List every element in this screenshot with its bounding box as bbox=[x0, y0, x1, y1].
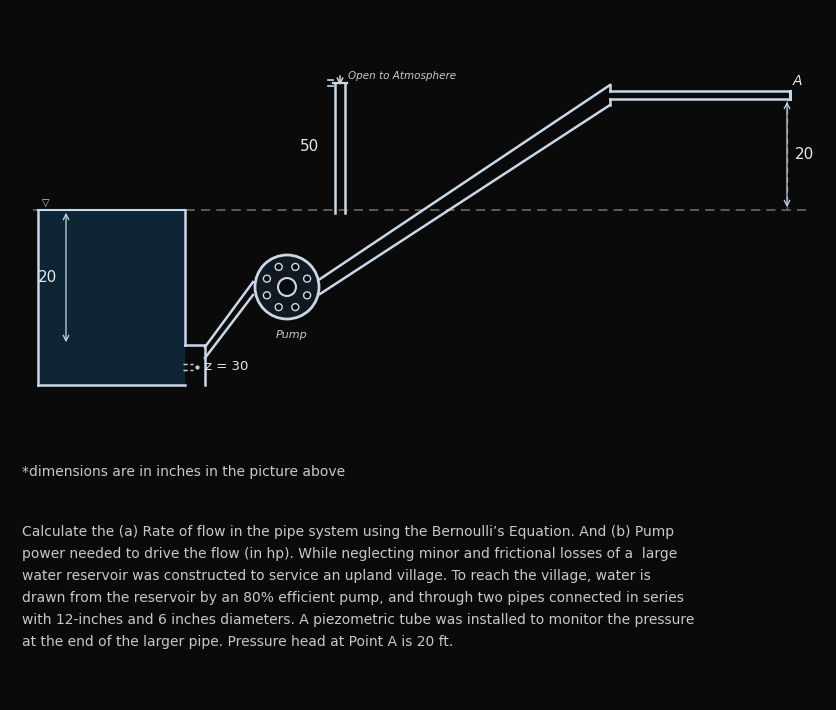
Circle shape bbox=[278, 278, 296, 296]
Text: with 12-inches and 6 inches diameters. A piezometric tube was installed to monit: with 12-inches and 6 inches diameters. A… bbox=[22, 613, 694, 627]
Text: z = 30: z = 30 bbox=[205, 361, 248, 373]
Polygon shape bbox=[39, 211, 184, 384]
Text: Pump: Pump bbox=[276, 330, 308, 340]
Text: ▽: ▽ bbox=[42, 198, 49, 208]
Text: drawn from the reservoir by an 80% efficient pump, and through two pipes connect: drawn from the reservoir by an 80% effic… bbox=[22, 591, 683, 605]
Circle shape bbox=[275, 263, 282, 271]
Circle shape bbox=[255, 255, 319, 319]
Circle shape bbox=[292, 263, 298, 271]
Text: Open to Atmosphere: Open to Atmosphere bbox=[348, 71, 456, 81]
Circle shape bbox=[292, 304, 298, 310]
Text: 20: 20 bbox=[38, 270, 58, 285]
Text: 20: 20 bbox=[794, 147, 813, 162]
Circle shape bbox=[263, 275, 270, 282]
Text: at the end of the larger pipe. Pressure head at Point A is 20 ft.: at the end of the larger pipe. Pressure … bbox=[22, 635, 453, 649]
Circle shape bbox=[303, 275, 310, 282]
Circle shape bbox=[275, 304, 282, 310]
Text: *dimensions are in inches in the picture above: *dimensions are in inches in the picture… bbox=[22, 465, 344, 479]
Text: power needed to drive the flow (in hp). While neglecting minor and frictional lo: power needed to drive the flow (in hp). … bbox=[22, 547, 676, 561]
Text: 50: 50 bbox=[300, 139, 319, 154]
Text: water reservoir was constructed to service an upland village. To reach the villa: water reservoir was constructed to servi… bbox=[22, 569, 650, 583]
Text: A: A bbox=[792, 74, 802, 88]
Circle shape bbox=[263, 292, 270, 299]
Text: Calculate the (a) Rate of flow in the pipe system using the Bernoulli’s Equation: Calculate the (a) Rate of flow in the pi… bbox=[22, 525, 673, 539]
Circle shape bbox=[303, 292, 310, 299]
